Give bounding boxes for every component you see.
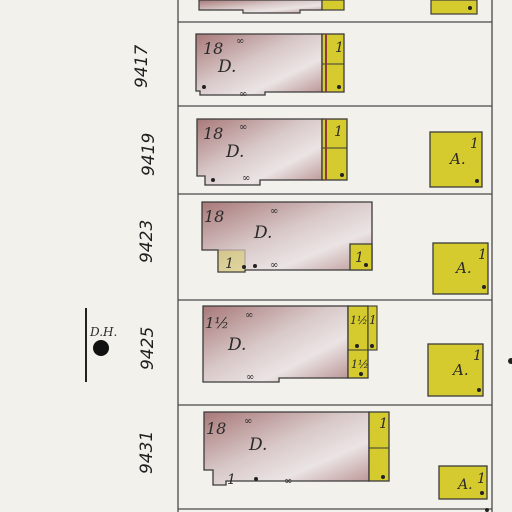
type-9423: D.: [253, 223, 272, 243]
rear-porch-9423: [217, 249, 246, 273]
partial-lot-top: [198, 0, 478, 15]
garage-type-9419: A.: [448, 150, 466, 168]
address-9431: 9431: [137, 431, 157, 474]
rear-porch-label-9431: 1: [227, 472, 236, 488]
porch-label-9425: 1½: [350, 314, 368, 327]
hydrant: D.H.: [85, 308, 117, 382]
stories-9423: 18: [204, 207, 224, 226]
svg-text:∞: ∞: [239, 89, 247, 100]
porch-label-9431: 1: [379, 416, 388, 432]
garage-type-9425: A.: [451, 361, 469, 379]
hydrant-label: D.H.: [89, 325, 117, 339]
garage-stories-9419: 1: [470, 136, 479, 152]
svg-text:∞: ∞: [242, 173, 250, 184]
type-9425: D.: [227, 335, 246, 355]
garage-9425: [427, 343, 484, 397]
garage-9419: [429, 131, 483, 188]
stories-9417: 18: [203, 39, 223, 58]
lot-9431: 18 D. 1 1 ∞ ∞ A. 1 9431: [137, 411, 488, 500]
lot-9423: 18 D. 1 1 ∞ ∞ A. 1 9423: [137, 201, 489, 295]
garage-9423: [432, 242, 489, 295]
lot-lines: [177, 0, 493, 512]
svg-text:∞: ∞: [284, 476, 292, 487]
garage-stories-9425: 1: [473, 348, 482, 364]
svg-text:∞: ∞: [239, 122, 247, 133]
garage-stories-9423: 1: [478, 247, 487, 263]
svg-text:∞: ∞: [270, 260, 278, 271]
stories-9431: 18: [206, 419, 226, 438]
svg-text:∞: ∞: [236, 36, 244, 47]
porch-extra-label-9425: 1: [369, 313, 377, 327]
garage-9431: [438, 465, 488, 500]
type-9417: D.: [217, 57, 236, 77]
porch-label-9423: 1: [355, 250, 364, 266]
address-9425: 9425: [138, 327, 158, 370]
svg-text:∞: ∞: [245, 310, 253, 321]
type-9431: D.: [248, 435, 267, 455]
garage-type-9431: A.: [456, 477, 473, 493]
lot-9425: 1½ D. 1½ 1½ 1 ∞ ∞ A. 1 9425: [138, 305, 484, 397]
svg-text:∞: ∞: [244, 416, 252, 427]
svg-text:1½: 1½: [351, 358, 369, 371]
address-9417: 9417: [132, 45, 152, 88]
garage-type-9423: A.: [454, 259, 472, 277]
svg-text:∞: ∞: [270, 206, 278, 217]
rear-porch-label-9423: 1: [225, 256, 234, 272]
porch-9417: [321, 33, 345, 93]
porch-9431: [368, 411, 390, 482]
stories-9419: 18: [203, 124, 223, 143]
porch-extra-9425: [367, 305, 378, 351]
address-9423: 9423: [137, 220, 157, 263]
lot-9419: 18 D. 1 ∞ ∞ A. 1 9419: [139, 118, 483, 188]
garage-stories-9431: 1: [477, 471, 486, 487]
address-9419: 9419: [139, 133, 159, 176]
lot-9417: 18 D. 1 ∞ ∞ 9417: [132, 33, 345, 100]
porch-label-9417: 1: [335, 40, 344, 56]
porch-label-9419: 1: [334, 124, 343, 140]
svg-text:∞: ∞: [246, 372, 254, 383]
type-9419: D.: [225, 142, 244, 162]
stories-9425: 1½: [205, 314, 229, 332]
dwelling-9423: [201, 201, 373, 273]
hydrant-dot-icon: [93, 340, 109, 356]
